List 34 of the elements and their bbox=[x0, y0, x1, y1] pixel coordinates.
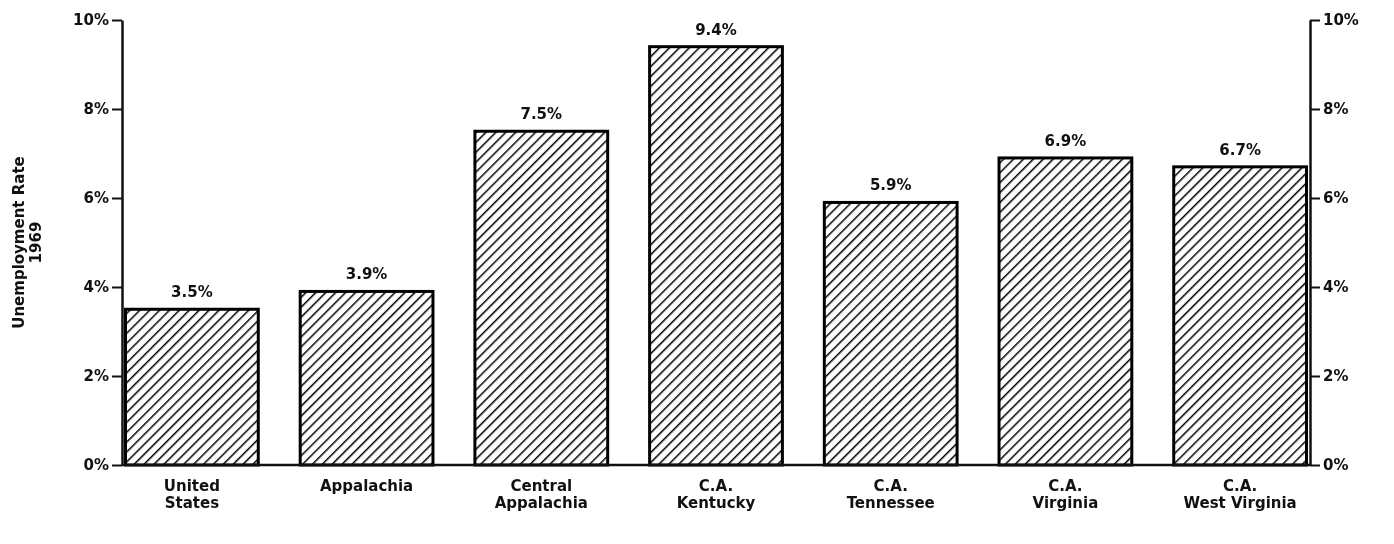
data-label: 6.7% bbox=[1219, 140, 1261, 159]
y-tick-label: 8% bbox=[83, 100, 109, 119]
bar bbox=[298, 289, 435, 467]
bar bbox=[648, 45, 784, 467]
y2-tick-label: 4% bbox=[1323, 278, 1349, 297]
y2-tick-label: 2% bbox=[1323, 367, 1349, 386]
bar bbox=[1172, 165, 1309, 467]
bar bbox=[997, 156, 1134, 467]
data-label: 6.9% bbox=[1044, 131, 1087, 150]
data-label: 3.9% bbox=[345, 265, 388, 284]
x-tick-label: C.A. West Virginia bbox=[1183, 477, 1297, 513]
x-tick-label: C.A. Virginia bbox=[1032, 477, 1099, 513]
x-tick-label: C.A. Tennessee bbox=[846, 477, 935, 513]
y-tick-label: 0% bbox=[83, 456, 109, 475]
data-label: 9.4% bbox=[695, 20, 737, 39]
y2-tick-label: 0% bbox=[1323, 456, 1349, 475]
y-tick-label: 6% bbox=[83, 189, 109, 208]
y2-tick-label: 10% bbox=[1323, 11, 1359, 30]
x-tick-label: C.A. Kentucky bbox=[676, 477, 756, 513]
x-tick-label: United States bbox=[163, 477, 220, 513]
y-tick-label: 2% bbox=[83, 367, 109, 386]
bar bbox=[822, 200, 959, 467]
x-tick-label: Appalachia bbox=[319, 477, 414, 495]
y-tick-label: 4% bbox=[83, 278, 109, 297]
x-tick-label: Central Appalachia bbox=[494, 477, 588, 513]
y-axis-title: Unemployment Rate 1969 bbox=[10, 156, 46, 329]
bar bbox=[123, 307, 260, 467]
bar bbox=[473, 129, 610, 467]
data-label: 5.9% bbox=[869, 176, 912, 195]
y2-tick-label: 6% bbox=[1323, 189, 1349, 208]
y-tick-label: 10% bbox=[73, 11, 109, 30]
data-label: 7.5% bbox=[520, 105, 563, 124]
y2-tick-label: 8% bbox=[1323, 100, 1349, 119]
data-label: 3.5% bbox=[171, 283, 213, 302]
